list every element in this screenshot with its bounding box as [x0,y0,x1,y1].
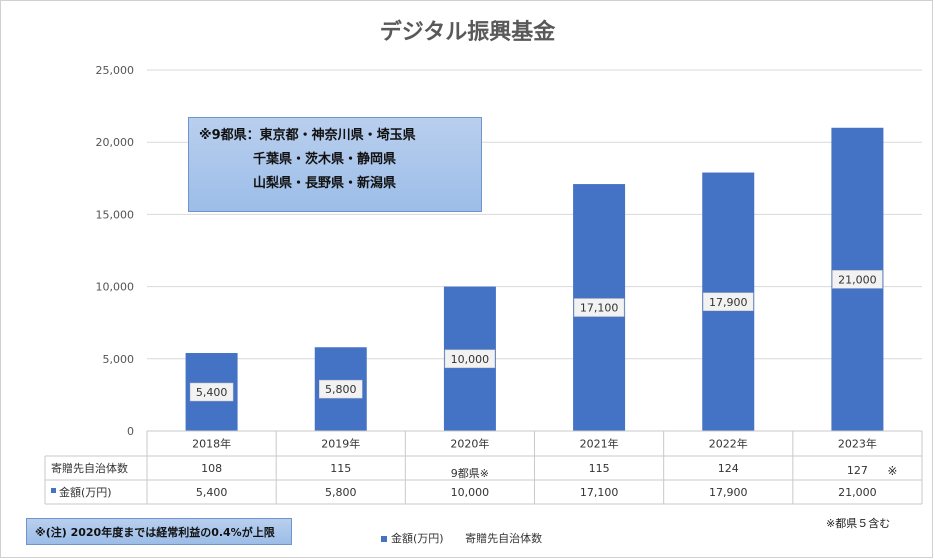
x-tick-label: 2019年 [321,437,360,451]
data-label: 21,000 [838,273,877,286]
region-callout-line: 山梨県・長野県・新潟県 [253,176,397,191]
legend-swatch [381,536,387,542]
x-tick-label: 2018年 [192,437,231,451]
data-label: 5,400 [196,386,228,399]
data-label-bg [319,379,363,399]
chart-title: デジタル振興基金 [379,20,556,45]
table-cell: 9都県※ [451,467,489,480]
x-tick-label: 2021年 [580,437,619,451]
y-tick-label: 10,000 [96,281,135,294]
table-row-label: 金額(万円) [59,485,112,499]
region-callout: ※9都県：東京都・神奈川県・埼玉県 千葉県・茨木県・静岡県 山梨県・長野県・新潟… [188,117,482,212]
table-cell: 17,900 [709,486,748,499]
legend-item: 金額(万円) [391,532,444,545]
table-cell: 21,000 [838,486,877,499]
y-tick-label: 0 [127,425,134,438]
data-label-bg [444,349,496,369]
data-label: 10,000 [451,353,490,366]
legend-item: 寄贈先自治体数 [465,532,543,545]
y-tick-label: 15,000 [96,208,135,221]
data-label: 17,900 [709,296,748,309]
side-note: ※都県５含む [826,517,891,530]
y-tick-label: 20,000 [96,136,135,149]
y-tick-label: 5,000 [103,353,135,366]
table-cell: 17,100 [580,486,619,499]
asterisk-note: ※ [887,464,897,478]
table-legend-key [51,488,56,493]
table-cell: 108 [201,462,222,475]
table-cell: 5,400 [196,486,228,499]
data-label-bg [703,292,754,312]
table-cell: 124 [718,462,739,475]
table-cell: 115 [330,462,351,475]
data-label: 5,800 [325,383,357,396]
table-cell: 115 [589,462,610,475]
legend: 金額(万円) 寄贈先自治体数 [381,530,542,546]
x-tick-label: 2023年 [838,437,877,451]
table-row-label: 寄贈先自治体数 [51,461,128,475]
region-callout-line: ※9都県：東京都・神奈川県・埼玉県 [199,128,416,143]
x-tick-label: 2022年 [709,437,748,451]
table-cell: 10,000 [451,486,490,499]
data-label: 17,100 [580,302,619,315]
y-tick-label: 25,000 [96,64,135,77]
x-tick-label: 2020年 [450,437,489,451]
table-cell: 5,800 [325,486,357,499]
table-cell: 127 [847,464,868,477]
region-callout-line: 千葉県・茨木県・静岡県 [253,152,397,167]
footnote-callout: ※(注) 2020年度までは経常利益の0.4%が上限 [26,518,292,545]
data-label-bg [832,270,883,289]
data-label-bg [189,382,234,402]
data-label-bg [573,298,625,317]
